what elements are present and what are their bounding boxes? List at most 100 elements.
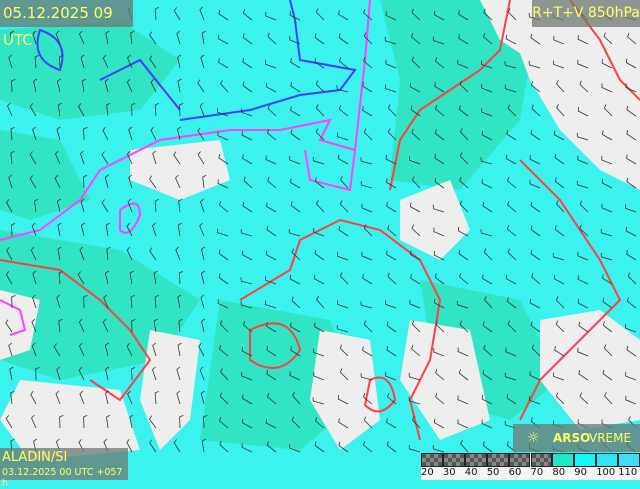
wind-barb <box>458 249 469 261</box>
wind-barb <box>481 395 493 405</box>
wind-barb <box>219 392 229 405</box>
wind-barb <box>241 108 253 117</box>
wind-barb <box>290 178 301 189</box>
wind-barb <box>289 274 301 285</box>
wind-barb <box>178 318 183 333</box>
wind-barb <box>217 34 229 45</box>
wind-barb <box>31 222 37 237</box>
wind-barb <box>409 299 421 309</box>
wind-barb <box>290 106 301 117</box>
wind-barb <box>458 105 469 117</box>
wind-barb <box>8 174 13 189</box>
sun-logo-icon: ☼ <box>527 430 540 446</box>
wind-barb <box>149 31 157 45</box>
wind-barb <box>363 128 373 141</box>
wind-barb <box>314 177 325 189</box>
wind-barb <box>602 369 613 381</box>
legend-tick: 90 <box>574 467 588 478</box>
wind-barb <box>29 151 37 165</box>
wind-barb <box>409 82 421 93</box>
wind-barb <box>53 343 61 357</box>
wind-barb <box>556 200 565 213</box>
wind-barb <box>105 30 110 45</box>
wind-barb <box>434 129 445 141</box>
wind-barb <box>433 348 445 357</box>
wind-barb <box>556 80 565 93</box>
wind-barb <box>601 178 613 189</box>
wind-barb <box>363 56 373 69</box>
wind-barb <box>173 151 181 165</box>
wind-barb <box>80 150 85 165</box>
wind-barb <box>200 390 205 405</box>
wind-barb <box>178 271 184 285</box>
model-run: 03.12.2025 00 UTC +057 h <box>2 467 123 489</box>
wind-barb <box>432 36 445 45</box>
wind-barb <box>602 130 613 141</box>
wind-barb <box>55 150 61 165</box>
wind-barb <box>220 80 229 93</box>
wind-barb <box>79 246 85 261</box>
wind-barb <box>338 418 349 429</box>
wind-barb <box>457 395 469 405</box>
wind-barb <box>289 11 301 21</box>
wind-barb <box>601 83 613 93</box>
wind-barb <box>337 300 349 309</box>
wind-barb <box>481 60 493 69</box>
wind-barb <box>363 32 373 45</box>
wind-barb <box>505 154 517 165</box>
wind-barb <box>177 78 182 93</box>
wind-barb <box>265 155 277 165</box>
wind-barb <box>531 344 541 357</box>
wind-barb <box>56 366 61 381</box>
wind-barb <box>6 247 13 261</box>
wind-barb <box>458 10 469 21</box>
wind-barb <box>150 78 157 93</box>
wind-barb <box>506 130 517 141</box>
wind-barb <box>203 415 208 429</box>
wind-barb <box>530 33 541 45</box>
wind-barb <box>411 8 421 21</box>
wind-barb <box>483 344 493 357</box>
wind-barb <box>199 366 205 381</box>
wind-barb <box>219 345 229 357</box>
wind-barb <box>267 129 277 141</box>
wind-barb <box>11 295 16 309</box>
wind-barb <box>126 150 133 165</box>
wind-barb <box>82 174 88 189</box>
wind-barb <box>339 344 349 357</box>
logo-brand: ARSO <box>553 431 591 445</box>
wind-barb <box>101 199 109 213</box>
wind-barb <box>435 392 445 405</box>
wind-barb <box>154 102 159 117</box>
wind-barb <box>32 30 37 45</box>
wind-barb <box>385 11 397 21</box>
wind-barb <box>459 176 469 189</box>
wind-barb <box>130 30 135 45</box>
wind-barb <box>457 419 469 429</box>
wind-barb <box>78 103 85 117</box>
wind-barb <box>314 33 325 45</box>
wind-barb <box>556 104 565 117</box>
wind-barb <box>554 153 565 165</box>
wind-barb <box>201 318 206 333</box>
wind-barb <box>531 104 541 117</box>
wind-barb <box>103 294 109 309</box>
wind-barb <box>387 224 397 237</box>
wind-barb <box>80 198 85 213</box>
wind-barb <box>433 298 445 309</box>
wind-barb <box>177 126 182 141</box>
wind-barb <box>337 395 349 405</box>
wind-barb <box>216 228 229 237</box>
wind-barb <box>600 228 613 237</box>
wind-barb <box>265 418 277 429</box>
wind-barb <box>242 9 253 21</box>
wind-barb <box>149 415 157 429</box>
wind-barb <box>602 274 613 285</box>
wind-barb <box>127 390 133 405</box>
wind-barb <box>408 444 421 453</box>
wind-barb <box>411 32 421 45</box>
wind-barb <box>339 200 349 213</box>
wind-barb <box>11 79 16 93</box>
wind-barb <box>459 200 469 213</box>
wind-barb <box>482 201 493 213</box>
